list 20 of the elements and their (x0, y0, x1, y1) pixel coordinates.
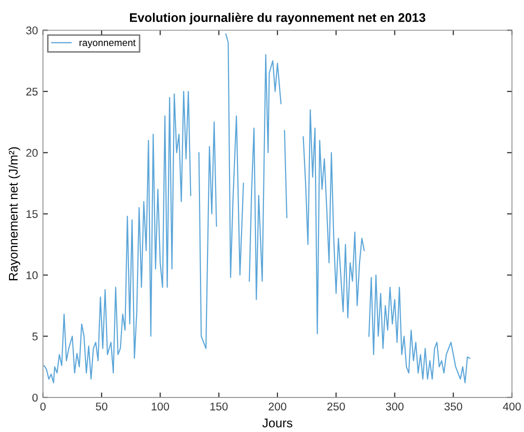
x-tick-label: 50 (96, 402, 108, 410)
x-tick-label: 100 (152, 402, 170, 410)
y-tick-label: 25 (26, 88, 38, 96)
chart-title: Evolution journalière du rayonnement net en 2013 (130, 12, 426, 24)
x-tick-label: 350 (444, 402, 462, 410)
x-tick-label: 0 (40, 402, 46, 410)
x-axis-title: Jours (262, 418, 292, 428)
x-tick-label: 300 (386, 402, 404, 410)
x-tick-label: 250 (327, 402, 345, 410)
y-tick-label: 15 (26, 210, 38, 218)
y-tick-label: 5 (32, 332, 38, 340)
x-tick-label: 400 (502, 402, 521, 410)
x-tick-label: 200 (268, 402, 286, 410)
legend-label: rayonnement (80, 40, 136, 48)
y-tick-label: 30 (26, 26, 38, 34)
x-tick-label: 150 (210, 402, 228, 410)
y-axis-title: Rayonnement net (J/m²) (8, 147, 20, 280)
y-tick-label: 10 (26, 271, 38, 280)
y-tick-label: 20 (26, 148, 38, 157)
y-tick-label: 0 (32, 394, 38, 402)
